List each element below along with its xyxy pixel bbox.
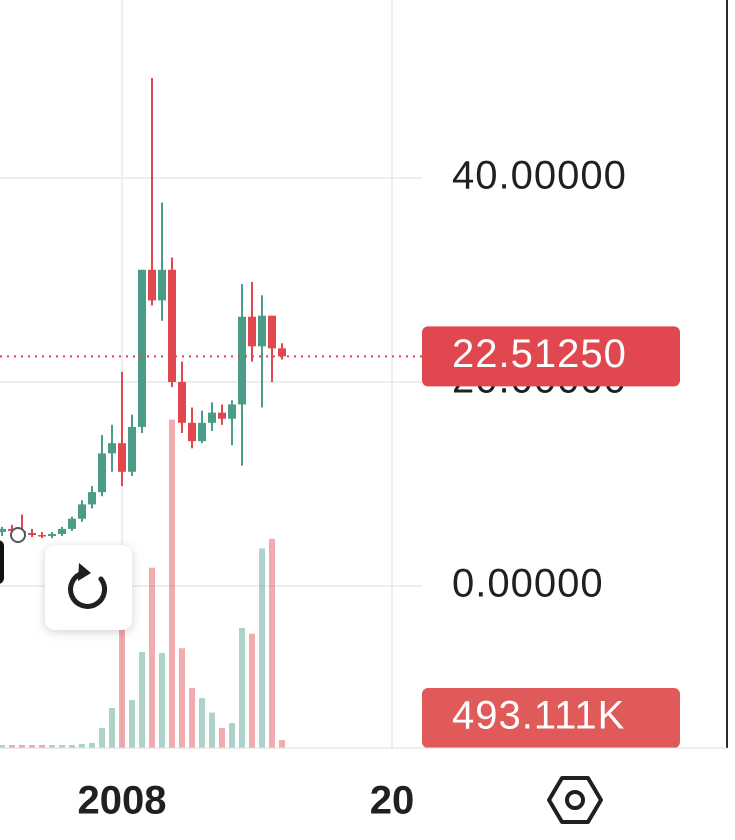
- x-tick-label: 2008: [78, 779, 167, 823]
- volume-bar: [79, 743, 85, 748]
- event-marker: [10, 527, 26, 543]
- candle-body: [48, 533, 56, 537]
- edge-fragment: [0, 540, 4, 584]
- volume-bar: [89, 743, 95, 748]
- candle-body: [98, 453, 106, 493]
- candle-body: [148, 269, 156, 301]
- candle-body: [228, 404, 236, 419]
- volume-bar: [39, 745, 45, 748]
- candle-body: [278, 348, 286, 357]
- axis-layer: 0.0000020.0000040.0000020082022.51250493…: [0, 154, 680, 823]
- volume-bar: [9, 745, 15, 748]
- volume-bar: [19, 745, 25, 748]
- y-tick-label: 0.00000: [452, 562, 604, 606]
- volume-bar: [119, 627, 125, 748]
- volume-bar: [209, 712, 215, 748]
- reset-button[interactable]: [45, 545, 132, 630]
- x-tick-label: 20: [370, 779, 415, 823]
- volume-bar: [159, 653, 165, 748]
- candle-body: [238, 316, 246, 405]
- reset-icon: [68, 563, 107, 609]
- volume-layer: [0, 419, 285, 748]
- candle-layer: [0, 78, 286, 543]
- candle-body: [168, 269, 176, 383]
- candle-body: [208, 412, 216, 423]
- volume-badge-label: 493.111K: [452, 694, 625, 738]
- volume-bar: [179, 648, 185, 748]
- candle-body: [108, 443, 116, 454]
- candle-body: [138, 269, 146, 427]
- volume-bar: [259, 548, 265, 748]
- volume-bar: [239, 627, 245, 748]
- price-badge: [422, 326, 680, 387]
- candle-body: [188, 422, 196, 442]
- volume-bar: [269, 538, 275, 748]
- volume-bar: [0, 745, 5, 748]
- price-badge-label: 22.51250: [452, 332, 627, 376]
- candle-body: [198, 422, 206, 442]
- candle-body: [178, 382, 186, 423]
- volume-bar: [59, 745, 65, 748]
- volume-bar: [189, 687, 195, 748]
- candle-body: [38, 535, 46, 537]
- volume-bar: [199, 698, 205, 748]
- candle-body: [0, 528, 6, 532]
- candle-body: [248, 316, 256, 347]
- volume-bar: [169, 419, 175, 748]
- y-tick-label: 40.00000: [452, 154, 627, 198]
- volume-badge: [422, 688, 680, 748]
- volume-bar: [149, 567, 155, 748]
- volume-bar: [109, 707, 115, 748]
- volume-bar: [279, 740, 285, 748]
- candle-body: [88, 492, 96, 505]
- volume-bar: [49, 745, 55, 748]
- candle-body: [78, 504, 86, 519]
- volume-bar: [219, 728, 225, 748]
- settings-button[interactable]: [547, 776, 603, 824]
- volume-bar: [229, 723, 235, 748]
- candle-body: [128, 426, 136, 472]
- volume-bar: [29, 745, 35, 748]
- candle-body: [28, 532, 36, 536]
- volume-bar: [99, 728, 105, 748]
- candle-body: [118, 443, 126, 472]
- volume-bar: [129, 700, 135, 748]
- candle-body: [268, 315, 276, 349]
- volume-bar: [249, 633, 255, 748]
- volume-bar: [139, 652, 145, 748]
- candle-body: [58, 528, 66, 534]
- volume-bar: [69, 745, 75, 748]
- candle-body: [258, 315, 266, 347]
- candle-body: [218, 412, 226, 419]
- candle-body: [158, 269, 166, 301]
- candle-body: [68, 518, 76, 529]
